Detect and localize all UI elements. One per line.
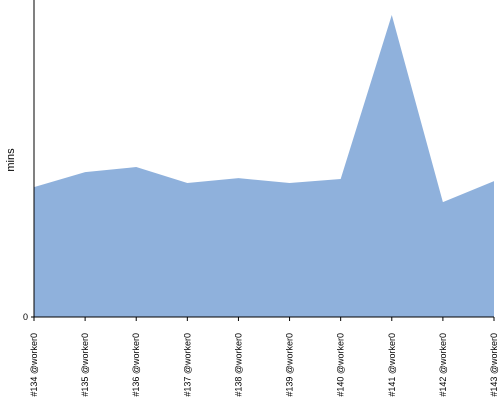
x-tick-label: #137 @worker0: [182, 333, 192, 397]
x-tick-label: #138 @worker0: [233, 333, 243, 397]
y-axis-label: mins: [5, 148, 17, 172]
x-tick-label: #142 @worker0: [438, 333, 448, 397]
x-tick-label: #143 @worker0: [489, 333, 499, 397]
x-tick-label: #135 @worker0: [80, 333, 90, 397]
x-tick-label: #141 @worker0: [387, 333, 397, 397]
area: [34, 14, 494, 317]
x-tick-label: #139 @worker0: [285, 333, 295, 397]
x-tick-label: #136 @worker0: [131, 333, 141, 397]
y-tick-label: 0: [23, 312, 28, 322]
x-tick-label: #140 @worker0: [336, 333, 346, 397]
x-tick-label: #134 @worker0: [29, 333, 39, 397]
